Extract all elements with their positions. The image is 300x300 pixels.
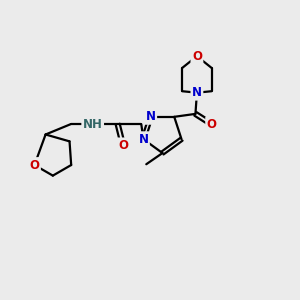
Text: O: O [192, 50, 202, 63]
Text: N: N [138, 133, 148, 146]
Text: N: N [192, 86, 202, 99]
Text: O: O [118, 139, 128, 152]
Text: O: O [29, 158, 40, 172]
Text: N: N [146, 110, 156, 123]
Text: O: O [207, 118, 217, 131]
Text: NH: NH [83, 118, 103, 131]
